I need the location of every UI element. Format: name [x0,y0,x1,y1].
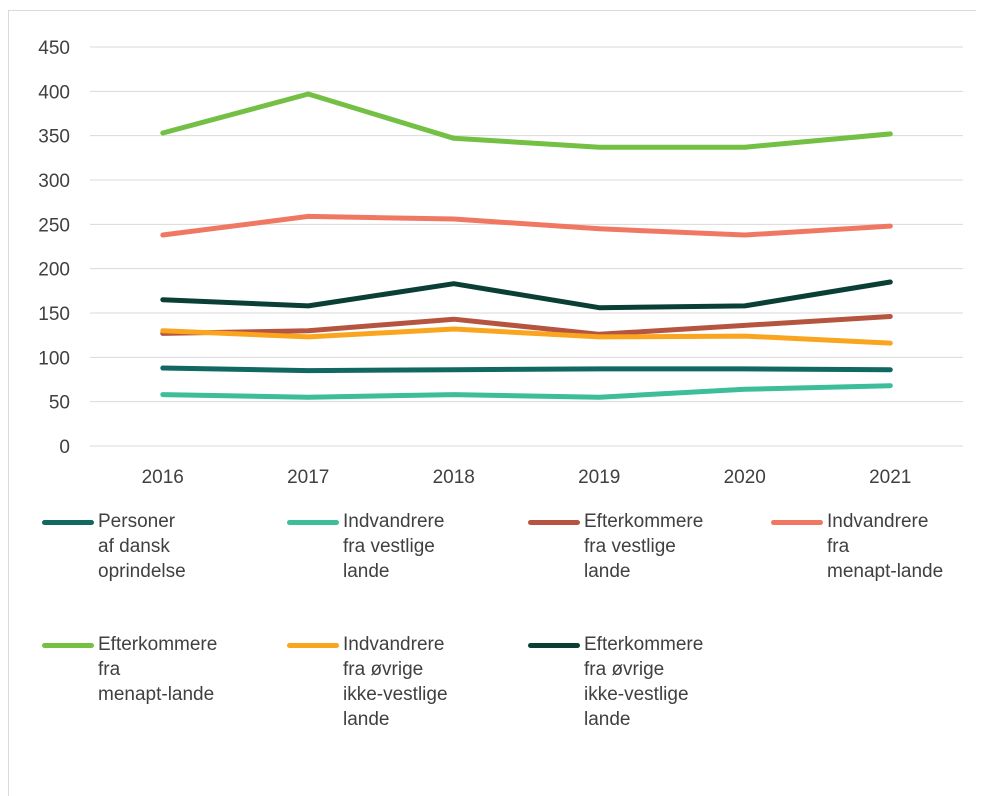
series-line-5 [160,91,893,150]
series-line-1 [160,365,893,374]
x-tick-label: 2017 [287,467,329,488]
chart-frame [8,10,976,796]
x-tick-label: 2018 [433,467,475,488]
x-tick-label: 2020 [724,467,766,488]
x-tick-label: 2021 [869,467,911,488]
series-line-7 [160,279,893,311]
x-axis-ticks: 2016 2017 2018 2019 2020 2021 [142,467,912,488]
y-tick-label: 300 [38,171,70,192]
series-line-3 [160,314,893,337]
y-tick-label: 100 [38,348,70,369]
series-lines [160,91,893,400]
x-tick-label: 2019 [578,467,620,488]
y-tick-label: 50 [49,393,70,414]
series-line-4 [160,213,893,238]
series-line-6 [160,326,893,346]
y-tick-label: 450 [38,38,70,59]
y-tick-label: 400 [38,82,70,103]
x-tick-label: 2016 [142,467,184,488]
series-line-2 [160,383,893,400]
y-tick-label: 350 [38,127,70,148]
y-tick-label: 150 [38,304,70,325]
y-axis-ticks: 0 50 100 150 200 250 300 350 400 450 [38,38,70,458]
y-tick-label: 200 [38,260,70,281]
y-tick-label: 250 [38,215,70,236]
y-tick-label: 0 [59,437,70,458]
